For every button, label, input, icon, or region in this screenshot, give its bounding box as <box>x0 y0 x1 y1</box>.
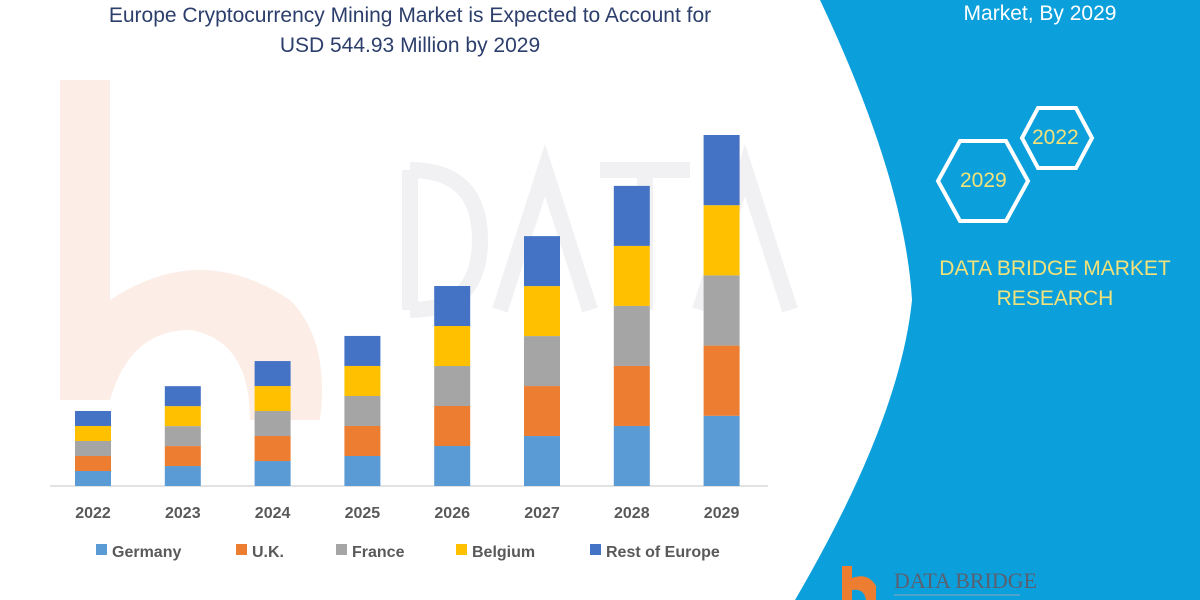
bar-segment-rest-of-europe-2025 <box>344 335 381 366</box>
bar-segment-u-k--2025 <box>344 425 381 456</box>
hex-2029-icon <box>935 139 1031 223</box>
bar-segment-belgium-2026 <box>434 326 471 367</box>
bar-segment-france-2029 <box>703 275 740 346</box>
watermark-logo <box>60 80 322 420</box>
bar-segment-germany-2029 <box>703 415 740 486</box>
bar-segment-rest-of-europe-2024 <box>254 361 291 387</box>
x-tick-label: 2026 <box>434 505 470 522</box>
legend-label: France <box>352 544 405 561</box>
bar-segment-france-2026 <box>434 366 471 407</box>
legend-label: Belgium <box>472 544 535 561</box>
bar-segment-germany-2023 <box>164 466 201 486</box>
bar-segment-u-k--2029 <box>703 345 740 416</box>
bar-segment-france-2022 <box>75 440 111 456</box>
bar-segment-france-2024 <box>254 411 291 437</box>
legend-swatch-2 <box>336 544 347 555</box>
legend-label: Rest of Europe <box>606 544 720 561</box>
bar-segment-belgium-2024 <box>254 386 291 412</box>
bar-segment-france-2028 <box>613 305 650 366</box>
bar-segment-u-k--2026 <box>434 406 471 447</box>
bar-segment-belgium-2022 <box>75 425 111 441</box>
bar-segment-rest-of-europe-2026 <box>434 286 471 327</box>
stacked-bar-chart: 2022 2023 2024 2025 2026 2027 2028 2029 Germany U… <box>50 135 768 561</box>
x-tick-label: 2027 <box>524 505 560 522</box>
legend-label: Germany <box>112 544 181 561</box>
legend-swatch-3 <box>456 544 467 555</box>
brand-line1: DATA BRIDGE MARKET <box>939 257 1171 280</box>
x-tick-label: 2025 <box>345 505 381 522</box>
bar-segment-u-k--2027 <box>524 386 560 437</box>
logo-icon <box>842 566 876 600</box>
bar-segment-germany-2027 <box>524 436 560 486</box>
brand-line2: RESEARCH <box>996 287 1114 310</box>
bar-segment-rest-of-europe-2022 <box>75 410 111 426</box>
logo-text: DATA BRIDGE <box>894 568 1038 593</box>
x-tick-label: 2024 <box>255 505 291 522</box>
x-tick-label: 2028 <box>614 505 650 522</box>
brand-name: DATA BRIDGE MARKET RESEARCH <box>900 254 1200 314</box>
bar-segment-germany-2022 <box>75 470 111 486</box>
bar-segment-belgium-2028 <box>613 245 650 306</box>
legend-label: U.K. <box>252 544 284 561</box>
legend-swatch-4 <box>590 544 601 555</box>
hex-label-2022: 2022 <box>1032 126 1079 149</box>
bar-segment-u-k--2024 <box>254 436 291 462</box>
bar-segment-belgium-2023 <box>164 406 201 427</box>
bar-segment-belgium-2029 <box>703 205 740 276</box>
bar-segment-u-k--2023 <box>164 446 201 467</box>
x-tick-label: 2023 <box>165 505 201 522</box>
bar-segment-rest-of-europe-2027 <box>524 236 560 287</box>
bar-segment-rest-of-europe-2029 <box>703 135 740 206</box>
bar-segment-france-2025 <box>344 395 381 426</box>
chart-title-line1: Europe Cryptocurrency Mining Market is E… <box>108 4 712 27</box>
bar-segment-u-k--2022 <box>75 455 111 471</box>
bar-segment-rest-of-europe-2023 <box>164 386 201 407</box>
x-tick-label: 2022 <box>75 505 111 522</box>
bar-segment-france-2023 <box>164 426 201 447</box>
bar-segment-u-k--2028 <box>613 365 650 426</box>
blue-panel <box>795 0 1200 600</box>
hex-2022-icon <box>1019 106 1095 170</box>
bar-segment-rest-of-europe-2028 <box>613 185 650 246</box>
legend-swatch-0 <box>96 544 107 555</box>
bar-segment-germany-2024 <box>254 461 291 486</box>
bar-segment-belgium-2025 <box>344 365 381 396</box>
bar-segment-germany-2026 <box>434 446 471 486</box>
hex-label-2029: 2029 <box>960 169 1007 192</box>
bar-segment-belgium-2027 <box>524 286 560 337</box>
side-panel-title: Market, By 2029 <box>963 2 1117 25</box>
chart-title-line2: USD 544.93 Million by 2029 <box>279 34 541 57</box>
legend-swatch-1 <box>236 544 247 555</box>
bar-segment-germany-2028 <box>613 425 650 486</box>
x-tick-label: 2029 <box>704 505 740 522</box>
bar-segment-germany-2025 <box>344 455 381 486</box>
bar-segment-france-2027 <box>524 336 560 387</box>
